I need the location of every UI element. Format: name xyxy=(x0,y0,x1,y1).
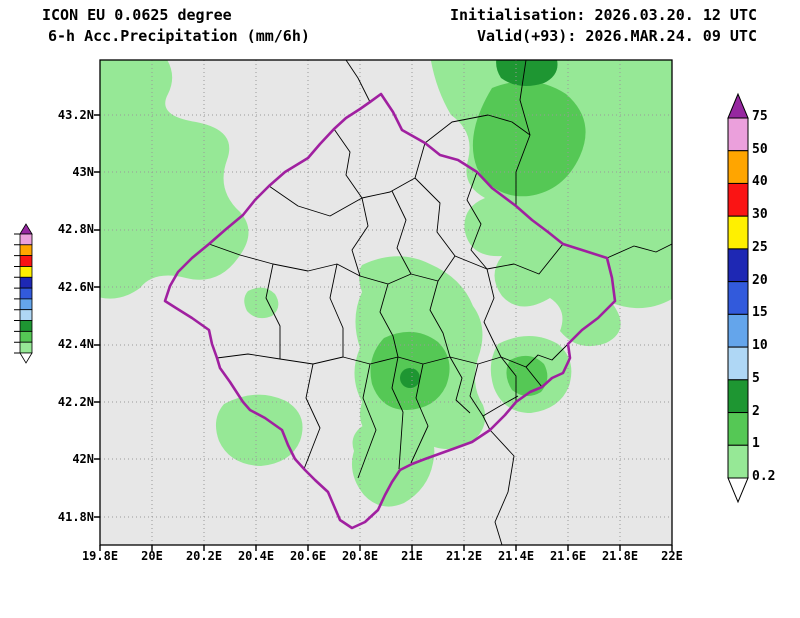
mini-colorbar-arrow-top xyxy=(19,223,33,235)
precip-patch-west-small xyxy=(244,287,279,319)
colorbar-arrow-top xyxy=(727,92,749,119)
mini-colorbar-segment xyxy=(19,287,33,300)
x-axis-label: 21.4E xyxy=(497,549,535,563)
mini-colorbar xyxy=(14,223,33,364)
colorbar-segment xyxy=(727,281,749,315)
colorbar-label: 40 xyxy=(752,174,768,189)
colorbar-segment xyxy=(727,248,749,283)
colorbar-label: 2 xyxy=(752,404,760,419)
colorbar-label: 0.2 xyxy=(752,469,776,484)
mini-colorbar-segment xyxy=(19,266,33,278)
mini-colorbar-segment xyxy=(19,276,33,289)
colorbar-segment xyxy=(727,215,749,250)
colorbar-segment xyxy=(727,379,749,414)
colorbar-label: 15 xyxy=(752,305,768,320)
x-axis-label: 20E xyxy=(141,549,163,563)
precip-patch-ne-medium xyxy=(472,81,586,197)
y-axis-label: 42.6N xyxy=(57,280,94,294)
precip-patch-center-dark xyxy=(400,368,420,388)
precip-patch-ne-dark xyxy=(496,60,558,87)
x-axis-label: 20.6E xyxy=(289,549,327,563)
x-axis-label: 20.4E xyxy=(237,549,275,563)
product-title: 6-h Acc.Precipitation (mm/6h) xyxy=(48,27,310,45)
x-axis-label: 21.6E xyxy=(549,549,587,563)
mini-colorbar-segment xyxy=(19,331,33,343)
precip-patch-sw xyxy=(215,394,303,466)
colorbar-label: 5 xyxy=(752,371,760,386)
district-borders xyxy=(208,60,672,545)
colorbar-label: 75 xyxy=(752,109,768,124)
mini-colorbar-ticks xyxy=(14,233,20,354)
colorbar-label: 20 xyxy=(752,273,768,288)
colorbar-segment xyxy=(727,117,749,152)
x-axis-label: 21.8E xyxy=(601,549,639,563)
model-title: ICON EU 0.0625 degree xyxy=(42,6,232,24)
mini-colorbar-segment xyxy=(19,298,33,311)
colorbar-label: 1 xyxy=(752,436,760,451)
mini-colorbar-arrow-bottom xyxy=(19,352,33,364)
y-axis-label: 43N xyxy=(72,165,94,179)
valid-time-label: Valid(+93): 2026.MAR.24. 09 UTC xyxy=(477,27,757,45)
plot-frame xyxy=(99,59,673,546)
x-axis-label: 20.8E xyxy=(341,549,379,563)
map-plot xyxy=(94,59,673,551)
x-axis-label: 21.2E xyxy=(445,549,483,563)
colorbar-segment xyxy=(727,444,749,479)
y-axis-label: 41.8N xyxy=(57,510,94,524)
colorbar-label: 30 xyxy=(752,207,768,222)
y-axis-label: 42.4N xyxy=(57,337,94,351)
precip-patch-east-medium xyxy=(506,355,548,397)
x-axis-label: 20.2E xyxy=(185,549,223,563)
mini-colorbar-segment xyxy=(19,309,33,321)
mini-colorbar-segment xyxy=(19,341,33,354)
colorbar-label: 50 xyxy=(752,142,768,157)
colorbar-segment xyxy=(727,150,749,184)
y-axis-label: 42.8N xyxy=(57,222,94,236)
precip-patch-nw xyxy=(100,60,249,299)
mini-colorbar-segment xyxy=(19,244,33,256)
y-axis-label: 42N xyxy=(72,452,94,466)
mini-colorbar-segment xyxy=(19,255,33,267)
colorbar-segment xyxy=(727,313,749,348)
colorbar-label: 10 xyxy=(752,338,768,353)
colorbar-arrow-bottom xyxy=(727,477,749,504)
init-time-label: Initialisation: 2026.03.20. 12 UTC xyxy=(449,6,757,24)
colorbar-segment xyxy=(727,182,749,217)
colorbar-label: 25 xyxy=(752,240,768,255)
colorbar-segment xyxy=(727,412,749,446)
y-axis-label: 42.2N xyxy=(57,395,94,409)
country-border-kosovo xyxy=(163,92,617,530)
colorbar xyxy=(727,92,749,504)
colorbar-segment xyxy=(727,346,749,381)
mini-colorbar-segment xyxy=(19,233,33,246)
y-axis-label: 43.2N xyxy=(57,108,94,122)
mini-colorbar-segment xyxy=(19,320,33,332)
x-axis-label: 19.8E xyxy=(81,549,119,563)
axis-ticks xyxy=(94,114,673,551)
x-axis-label: 21E xyxy=(401,549,423,563)
x-axis-label: 22E xyxy=(661,549,683,563)
